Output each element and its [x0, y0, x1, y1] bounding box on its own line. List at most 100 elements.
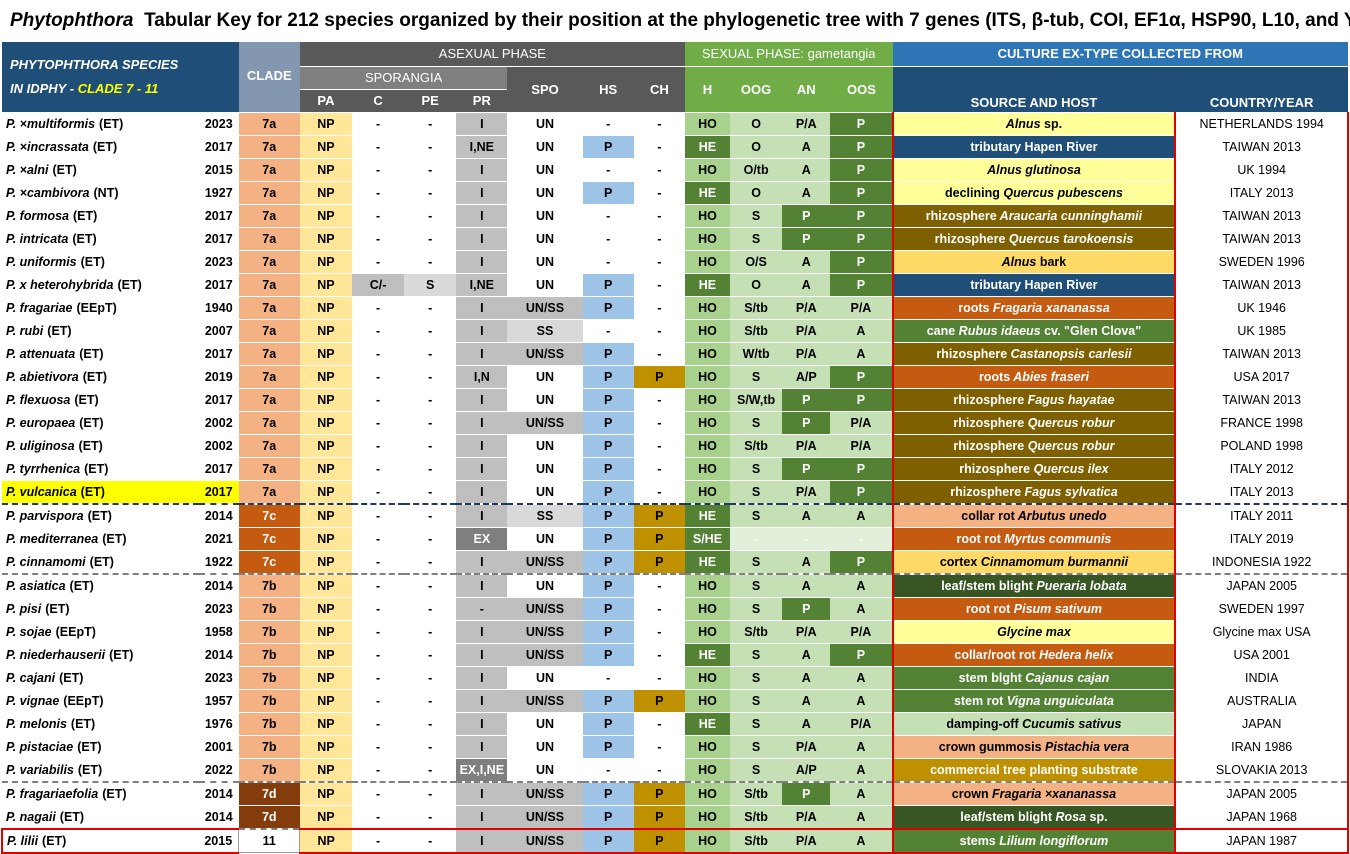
ch-value: -	[633, 181, 685, 205]
species-binomial: P. parvispora	[6, 508, 84, 523]
ch-value: P	[633, 781, 685, 806]
species-name: 2023 P. ×multiformis (ET)	[2, 112, 239, 136]
year: 2007	[204, 323, 233, 338]
pe-value: -	[404, 112, 457, 136]
year: 2002	[204, 415, 233, 430]
source-word: Araucaria	[996, 208, 1058, 223]
year: 2017	[204, 277, 233, 292]
type-tag: (ET)	[47, 323, 72, 338]
oog-value: O/S	[730, 250, 783, 274]
oos-value: P	[830, 457, 893, 481]
source-word: stem	[958, 670, 988, 685]
source-word: Clova"	[1097, 323, 1142, 338]
pr-value: I	[456, 342, 508, 366]
table-row: 1976 P. melonis (ET) 7b NP - - I UN P - HE S A P/A damp…	[2, 712, 1349, 736]
source-word: rhizosphere	[925, 208, 997, 223]
ch-value: -	[633, 712, 685, 736]
pr-value: I	[456, 666, 508, 690]
pe-value: -	[404, 712, 457, 736]
pa-value: NP	[299, 388, 352, 412]
pr-value: I	[456, 158, 508, 182]
pr-value: I	[456, 181, 508, 205]
source-host: Alnus glutinosa	[891, 158, 1177, 182]
oog-value: S	[730, 666, 783, 690]
pr-value: I	[456, 550, 508, 575]
h-value: HE	[684, 273, 731, 297]
source-word: crown	[951, 786, 989, 801]
year: 2014	[204, 786, 233, 801]
type-tag: (ET)	[80, 254, 105, 269]
pe-value: -	[404, 689, 457, 713]
hs-header: HS	[582, 66, 634, 113]
oog-value: O	[730, 181, 783, 205]
c-value: -	[351, 135, 405, 159]
source-host: rhizosphere Castanopsis carlesii	[891, 342, 1177, 366]
year: 2014	[204, 809, 233, 824]
pe-value: -	[404, 342, 457, 366]
sexual-header: SEXUAL PHASE: gametangia	[684, 42, 893, 67]
country-year: UK 1946	[1175, 296, 1349, 320]
source-word: carlesii	[1084, 346, 1132, 361]
source-word: Quercus	[1024, 415, 1079, 430]
pa-value: NP	[299, 758, 352, 783]
c-value: -	[351, 527, 405, 551]
an-value: A	[782, 158, 831, 182]
species-binomial: P. abietivora	[6, 369, 79, 384]
an-value: P	[782, 227, 831, 251]
ch-value: -	[633, 388, 685, 412]
oos-value: P	[830, 250, 893, 274]
type-tag: (ET)	[84, 461, 109, 476]
pa-value: NP	[299, 527, 352, 551]
pe-value: -	[404, 781, 457, 806]
oos-value: A	[830, 827, 893, 854]
c-value: -	[351, 296, 405, 320]
species-name: 2017 P. attenuata (ET)	[2, 342, 239, 366]
species-binomial: P. ×alni	[6, 162, 49, 177]
oog-value: S	[730, 735, 783, 759]
type-tag: (EEpT)	[76, 300, 117, 315]
year: 2014	[204, 647, 233, 662]
source-word: substrate	[1078, 762, 1138, 777]
oog-header: OOG	[730, 66, 783, 113]
source-host: root rot Pisum sativum	[891, 597, 1177, 621]
c-value: -	[351, 689, 405, 713]
source-word: longiflorum	[1036, 833, 1109, 848]
oos-value: P	[830, 388, 893, 412]
pa-value: NP	[299, 250, 352, 274]
ch-value: -	[633, 480, 685, 505]
source-host: tributary Hapen River	[891, 135, 1177, 159]
c-value: -	[351, 781, 405, 806]
spo-value: UN/SS	[507, 296, 583, 320]
source-word: damping-off	[946, 716, 1019, 731]
species-binomial: P. rubi	[6, 323, 44, 338]
an-value: P/A	[782, 735, 831, 759]
h-value: HO	[684, 689, 731, 713]
pr-value: I	[456, 781, 508, 806]
year: 2017	[204, 461, 233, 476]
oos-value: A	[830, 597, 893, 621]
source-word: rhizosphere	[950, 484, 1022, 499]
oog-value: O	[730, 273, 783, 297]
c-value: -	[351, 735, 405, 759]
species-binomial: P. variabilis	[6, 762, 74, 777]
hs-value: P	[582, 550, 634, 575]
source-word: tributary	[970, 139, 1022, 154]
an-value: P/A	[782, 319, 831, 343]
an-value: A/P	[782, 758, 831, 783]
oog-value: O	[730, 112, 783, 136]
clade-value: 7a	[238, 158, 300, 182]
species-binomial: P. flexuosa	[6, 392, 71, 407]
source-host: rhizosphere Araucaria cunninghamii	[891, 204, 1177, 228]
species-binomial: P. ×cambivora	[6, 185, 90, 200]
pr-value: I,NE	[456, 273, 508, 297]
source-word: tree	[999, 762, 1026, 777]
c-value: -	[351, 158, 405, 182]
type-tag: (EEpT)	[63, 693, 104, 708]
species-name: 2021 P. mediterranea (ET)	[2, 527, 239, 551]
source-word: max	[1042, 624, 1071, 639]
country-year: TAIWAN 2013	[1175, 342, 1349, 366]
pa-value: NP	[299, 689, 352, 713]
country-year: USA 2001	[1175, 643, 1349, 667]
pa-value: NP	[299, 781, 352, 806]
